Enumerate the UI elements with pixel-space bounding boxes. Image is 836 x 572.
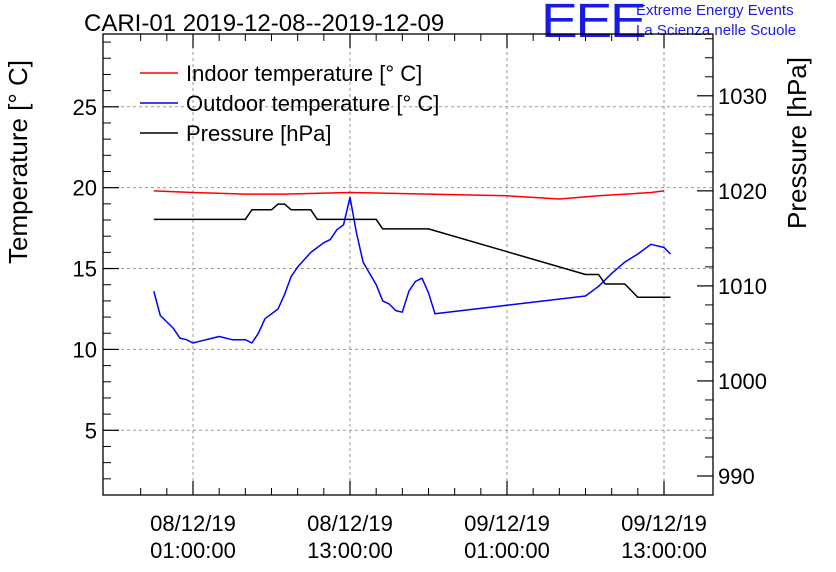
- legend-label: Pressure [hPa]: [186, 121, 332, 146]
- y2-tick-label: 1030: [718, 84, 767, 109]
- x-tick-date: 09/12/19: [464, 511, 550, 536]
- x-tick-time: 01:00:00: [464, 538, 550, 563]
- legend-label: Indoor temperature [° C]: [186, 61, 422, 86]
- axes: 08/12/1901:00:0008/12/1913:00:0009/12/19…: [73, 34, 767, 563]
- pressure-line: [153, 203, 671, 299]
- y2-axis-label: Pressure [hPa]: [782, 57, 812, 229]
- x-tick-date: 08/12/19: [150, 511, 236, 536]
- x-tick-date: 09/12/19: [621, 511, 707, 536]
- eee-logo-mark: EEE: [541, 0, 647, 48]
- y-tick-label: 5: [85, 418, 97, 443]
- grid: [103, 34, 713, 495]
- logo-line-2: La Scienza nelle Scuole: [636, 22, 797, 39]
- legend: Indoor temperature [° C] Outdoor temperat…: [140, 61, 439, 146]
- x-tick-time: 01:00:00: [150, 538, 236, 563]
- y2-tick-label: 1010: [718, 274, 767, 299]
- y-tick-label: 20: [73, 176, 97, 201]
- x-tick-time: 13:00:00: [621, 538, 707, 563]
- y2-tick-label: 1020: [718, 179, 767, 204]
- chart-title: CARI-01 2019-12-08--2019-12-09: [84, 10, 444, 37]
- indoor-temperature-line: [153, 190, 665, 200]
- y2-tick-label: 1000: [718, 369, 767, 394]
- y-tick-label: 25: [73, 95, 97, 120]
- logo-line-1: Extreme Energy Events: [636, 2, 794, 19]
- y-tick-label: 10: [73, 337, 97, 362]
- series-layer: [153, 190, 672, 344]
- y-tick-label: 15: [73, 257, 97, 282]
- plot-frame: [102, 33, 714, 496]
- y-axis-label: Temperature [° C]: [3, 60, 33, 264]
- x-tick-time: 13:00:00: [307, 538, 393, 563]
- x-tick-date: 08/12/19: [307, 511, 393, 536]
- y2-tick-label: 990: [718, 464, 755, 489]
- legend-label: Outdoor temperature [° C]: [186, 91, 439, 116]
- outdoor-temperature-line: [153, 196, 672, 344]
